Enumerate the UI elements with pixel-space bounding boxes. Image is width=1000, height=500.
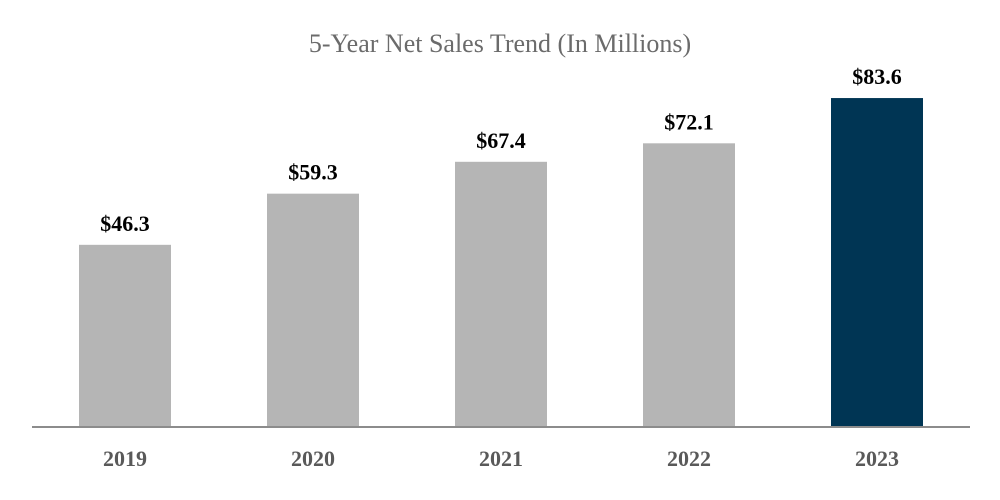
data-labels-group: $46.3 $59.3 $67.4 $72.1 $83.6 bbox=[100, 64, 902, 236]
bar-2020 bbox=[267, 193, 359, 427]
bar-2019 bbox=[79, 244, 171, 427]
x-tick-label-2022: 2022 bbox=[667, 446, 711, 471]
x-tick-label-2023: 2023 bbox=[855, 446, 899, 471]
x-tick-label-2019: 2019 bbox=[103, 446, 147, 471]
data-label-2021: $67.4 bbox=[476, 128, 526, 153]
x-tick-label-2021: 2021 bbox=[479, 446, 523, 471]
data-label-2023: $83.6 bbox=[852, 64, 902, 89]
bar-2022 bbox=[643, 143, 735, 427]
data-label-2022: $72.1 bbox=[664, 109, 714, 134]
x-tick-labels-group: 2019 2020 2021 2022 2023 bbox=[103, 446, 899, 471]
bar-2023 bbox=[831, 98, 923, 427]
bar-2021 bbox=[455, 161, 547, 427]
data-label-2019: $46.3 bbox=[100, 211, 150, 236]
bars-group bbox=[79, 98, 923, 427]
x-tick-label-2020: 2020 bbox=[291, 446, 335, 471]
data-label-2020: $59.3 bbox=[288, 160, 338, 185]
chart-title: 5-Year Net Sales Trend (In Millions) bbox=[309, 29, 691, 58]
